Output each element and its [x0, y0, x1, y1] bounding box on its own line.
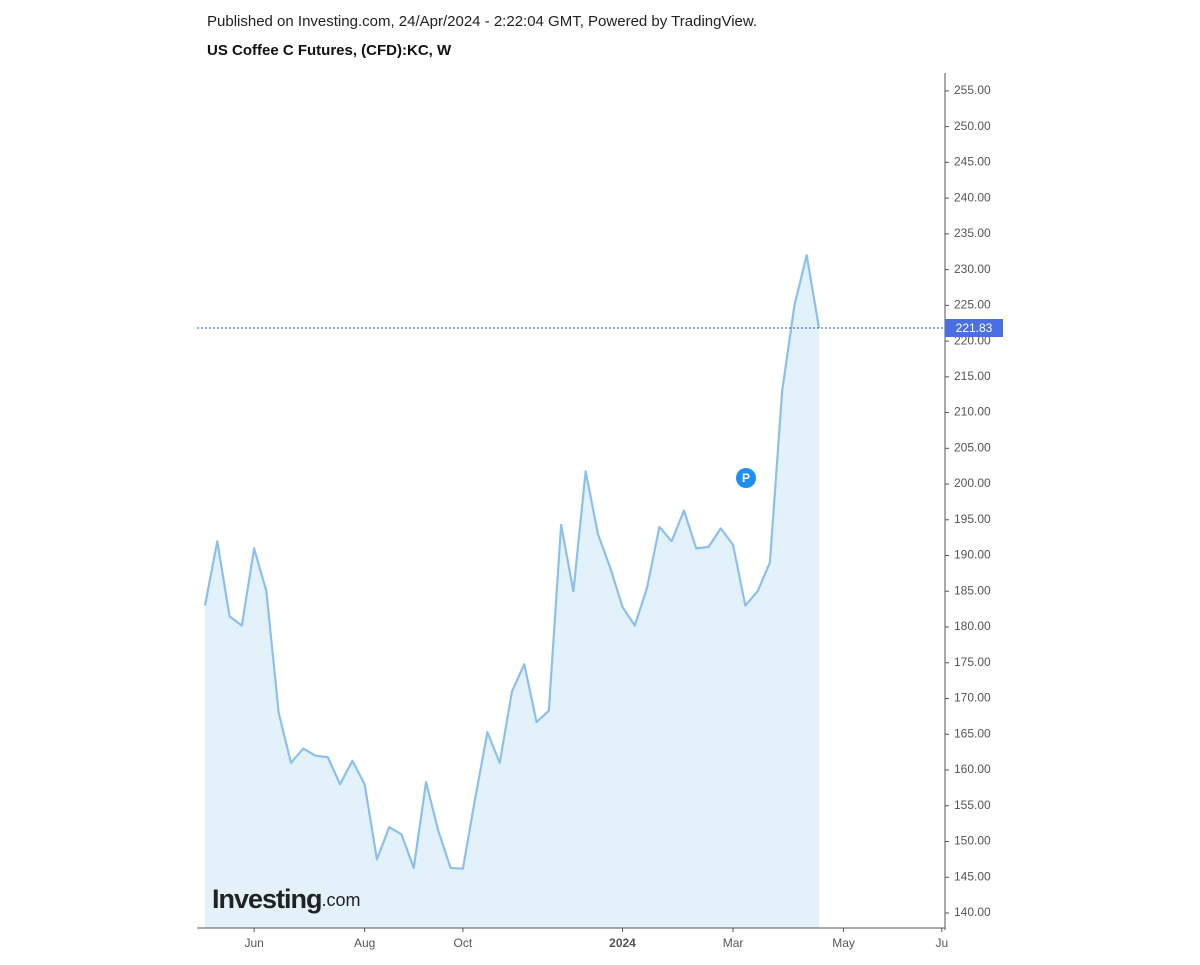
y-tick-label: 160.00 [954, 762, 991, 776]
x-tick-label: Oct [454, 936, 473, 950]
price-line [203, 254, 821, 870]
last-price-label: 221.83 [956, 321, 993, 335]
y-tick-label: 190.00 [954, 548, 991, 562]
y-tick-label: 145.00 [954, 869, 991, 883]
annotation-marker [736, 468, 756, 488]
last-price-box [945, 318, 1003, 337]
y-tick-label: 240.00 [954, 190, 991, 204]
y-tick-label: 230.00 [954, 262, 991, 276]
y-tick-label: 165.00 [954, 726, 991, 740]
y-tick-label: 185.00 [954, 583, 991, 597]
y-tick-label: 250.00 [954, 119, 991, 133]
x-tick-label: May [832, 936, 855, 950]
y-tick-label: 150.00 [954, 834, 991, 848]
x-tick-label: Aug [354, 936, 375, 950]
area-fill [205, 255, 819, 928]
y-tick-label: 200.00 [954, 476, 991, 490]
y-tick-label: 155.00 [954, 798, 991, 812]
y-tick-label: 225.00 [954, 298, 991, 312]
chart-title: US Coffee C Futures, (CFD):KC, W [207, 42, 452, 59]
x-tick-label: Mar [723, 936, 744, 950]
x-tick-label: 2024 [609, 936, 636, 950]
published-note: Published on Investing.com, 24/Apr/2024 … [207, 13, 757, 30]
y-tick-label: 195.00 [954, 512, 991, 526]
y-tick-label: 215.00 [954, 369, 991, 383]
y-tick-label: 170.00 [954, 691, 991, 705]
y-tick-label: 205.00 [954, 440, 991, 454]
y-tick-label: 180.00 [954, 619, 991, 633]
y-tick-label: 140.00 [954, 905, 991, 919]
y-tick-label: 255.00 [954, 83, 991, 97]
y-tick-label: 235.00 [954, 226, 991, 240]
annotation-label: P [742, 471, 750, 485]
watermark-suffix: .com [322, 890, 361, 910]
x-tick-label: Ju [935, 936, 948, 950]
y-tick-label: 175.00 [954, 655, 991, 669]
watermark: Investing.com [212, 884, 361, 914]
x-tick-label: Jun [244, 936, 263, 950]
y-tick-label: 210.00 [954, 405, 991, 419]
y-tick-label: 245.00 [954, 155, 991, 169]
watermark-main: Investing [212, 884, 322, 914]
